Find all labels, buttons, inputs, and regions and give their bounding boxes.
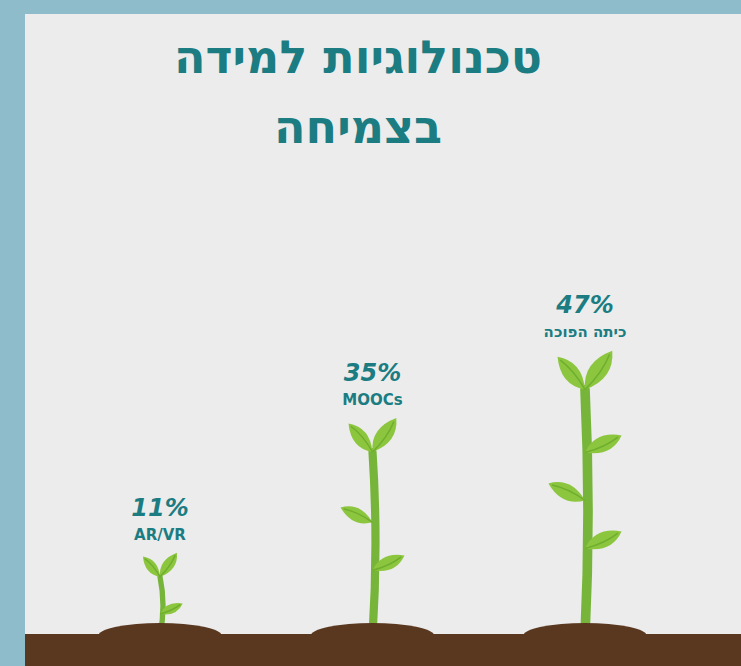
leaf-vein <box>160 555 176 578</box>
leaf-vein <box>351 425 374 452</box>
data-label: 35% <box>344 359 401 387</box>
leaf-blade <box>551 352 591 395</box>
side-leaf <box>545 476 588 507</box>
leaf-vein <box>145 558 161 577</box>
leaf-blade <box>545 476 588 507</box>
side-leaf <box>158 599 185 618</box>
leaf-vein <box>373 557 402 572</box>
data-label: 11% <box>131 494 188 522</box>
plant <box>545 346 625 636</box>
leaf-vein <box>552 483 586 500</box>
side-leaf <box>582 428 625 459</box>
data-label: 47% <box>555 291 613 319</box>
top-leaf <box>551 352 591 395</box>
stem <box>585 390 588 636</box>
leaf-vein <box>160 604 181 615</box>
chart: AR/VR 11% MOOCs 35% כיתה הפוכה 47% <box>0 0 741 666</box>
side-leaf <box>370 549 408 576</box>
leaf-vein <box>373 421 396 453</box>
mound <box>98 623 222 649</box>
leaf-blade <box>158 599 185 618</box>
category-label: MOOCs <box>342 391 402 409</box>
plant <box>338 413 408 636</box>
leaf-blade <box>338 501 376 528</box>
leaf-blade <box>370 549 408 576</box>
leaf-vein <box>585 437 619 454</box>
leaf-blade <box>582 524 625 555</box>
leaf-vein <box>585 355 611 391</box>
top-leaf <box>343 419 378 457</box>
side-leaf <box>338 501 376 528</box>
category-label: AR/VR <box>134 526 186 544</box>
stem <box>373 452 376 636</box>
leaf-vein <box>344 507 373 522</box>
title: טכנולוגיות למידה בצמיחה <box>118 22 598 162</box>
leaf-vein <box>585 533 619 550</box>
mound <box>311 623 435 649</box>
category-label: כיתה הפוכה <box>544 323 627 341</box>
plants <box>139 346 625 636</box>
leaf-vein <box>560 359 586 390</box>
mound <box>523 623 647 649</box>
leaf-blade <box>139 553 164 580</box>
top-leaf <box>139 553 164 580</box>
leaf-blade <box>582 428 625 459</box>
leaf-blade <box>343 419 378 457</box>
side-leaf <box>582 524 625 555</box>
